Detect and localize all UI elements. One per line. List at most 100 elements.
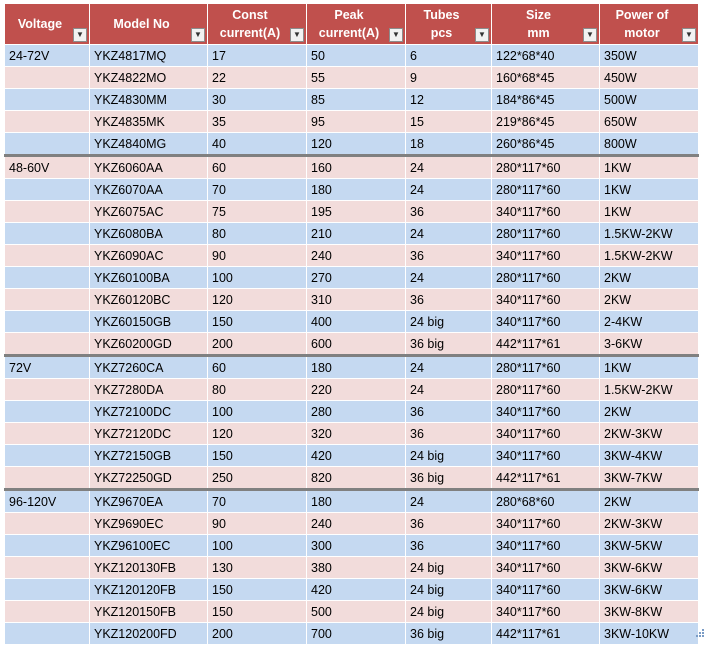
cell-tubes[interactable]: 36	[406, 245, 492, 267]
cell-tubes[interactable]: 36 big	[406, 623, 492, 645]
resize-grip-icon[interactable]	[696, 629, 704, 637]
cell-peak-current[interactable]: 420	[307, 579, 406, 601]
cell-const-current[interactable]: 80	[208, 379, 307, 401]
cell-model-no[interactable]: YKZ120200FD	[90, 623, 208, 645]
cell-const-current[interactable]: 100	[208, 401, 307, 423]
cell-const-current[interactable]: 40	[208, 133, 307, 156]
cell-tubes[interactable]: 12	[406, 89, 492, 111]
cell-model-no[interactable]: YKZ120130FB	[90, 557, 208, 579]
cell-model-no[interactable]: YKZ7260CA	[90, 356, 208, 379]
cell-model-no[interactable]: YKZ60150GB	[90, 311, 208, 333]
cell-const-current[interactable]: 120	[208, 423, 307, 445]
cell-model-no[interactable]: YKZ7280DA	[90, 379, 208, 401]
cell-const-current[interactable]: 130	[208, 557, 307, 579]
cell-tubes[interactable]: 24 big	[406, 445, 492, 467]
cell-voltage[interactable]	[5, 601, 90, 623]
cell-power[interactable]: 1KW	[600, 179, 699, 201]
filter-dropdown-icon[interactable]: ▼	[290, 28, 304, 42]
cell-power[interactable]: 2KW-3KW	[600, 423, 699, 445]
cell-voltage[interactable]: 48-60V	[5, 156, 90, 179]
cell-tubes[interactable]: 15	[406, 111, 492, 133]
cell-size[interactable]: 260*86*45	[492, 133, 600, 156]
cell-model-no[interactable]: YKZ4835MK	[90, 111, 208, 133]
cell-model-no[interactable]: YKZ72250GD	[90, 467, 208, 490]
cell-model-no[interactable]: YKZ120120FB	[90, 579, 208, 601]
cell-power[interactable]: 650W	[600, 111, 699, 133]
cell-const-current[interactable]: 250	[208, 467, 307, 490]
cell-tubes[interactable]: 36	[406, 201, 492, 223]
cell-const-current[interactable]: 22	[208, 67, 307, 89]
cell-power[interactable]: 3KW-6KW	[600, 557, 699, 579]
cell-power[interactable]: 2-4KW	[600, 311, 699, 333]
cell-peak-current[interactable]: 820	[307, 467, 406, 490]
cell-size[interactable]: 280*68*60	[492, 490, 600, 513]
cell-size[interactable]: 280*117*60	[492, 267, 600, 289]
cell-power[interactable]: 3-6KW	[600, 333, 699, 356]
cell-power[interactable]: 350W	[600, 45, 699, 67]
filter-dropdown-icon[interactable]: ▼	[682, 28, 696, 42]
cell-model-no[interactable]: YKZ120150FB	[90, 601, 208, 623]
cell-power[interactable]: 3KW-10KW	[600, 623, 699, 645]
cell-const-current[interactable]: 17	[208, 45, 307, 67]
cell-tubes[interactable]: 36	[406, 535, 492, 557]
cell-size[interactable]: 280*117*60	[492, 379, 600, 401]
cell-voltage[interactable]	[5, 289, 90, 311]
cell-peak-current[interactable]: 270	[307, 267, 406, 289]
cell-model-no[interactable]: YKZ4817MQ	[90, 45, 208, 67]
cell-voltage[interactable]	[5, 133, 90, 156]
cell-const-current[interactable]: 35	[208, 111, 307, 133]
cell-peak-current[interactable]: 240	[307, 245, 406, 267]
cell-model-no[interactable]: YKZ60120BC	[90, 289, 208, 311]
cell-tubes[interactable]: 36	[406, 423, 492, 445]
cell-tubes[interactable]: 24 big	[406, 557, 492, 579]
cell-power[interactable]: 3KW-5KW	[600, 535, 699, 557]
cell-model-no[interactable]: YKZ60100BA	[90, 267, 208, 289]
cell-peak-current[interactable]: 120	[307, 133, 406, 156]
cell-peak-current[interactable]: 160	[307, 156, 406, 179]
cell-model-no[interactable]: YKZ6070AA	[90, 179, 208, 201]
cell-tubes[interactable]: 24	[406, 179, 492, 201]
cell-model-no[interactable]: YKZ6080BA	[90, 223, 208, 245]
cell-tubes[interactable]: 24	[406, 223, 492, 245]
cell-power[interactable]: 1.5KW-2KW	[600, 223, 699, 245]
cell-voltage[interactable]	[5, 311, 90, 333]
cell-voltage[interactable]	[5, 201, 90, 223]
cell-size[interactable]: 160*68*45	[492, 67, 600, 89]
cell-power[interactable]: 3KW-7KW	[600, 467, 699, 490]
cell-model-no[interactable]: YKZ72150GB	[90, 445, 208, 467]
cell-peak-current[interactable]: 85	[307, 89, 406, 111]
cell-size[interactable]: 442*117*61	[492, 623, 600, 645]
cell-tubes[interactable]: 24	[406, 490, 492, 513]
cell-const-current[interactable]: 70	[208, 490, 307, 513]
cell-tubes[interactable]: 6	[406, 45, 492, 67]
cell-power[interactable]: 1KW	[600, 356, 699, 379]
cell-model-no[interactable]: YKZ4822MO	[90, 67, 208, 89]
cell-model-no[interactable]: YKZ72120DC	[90, 423, 208, 445]
cell-tubes[interactable]: 36 big	[406, 333, 492, 356]
cell-tubes[interactable]: 24	[406, 356, 492, 379]
cell-voltage[interactable]	[5, 423, 90, 445]
cell-voltage[interactable]	[5, 245, 90, 267]
cell-power[interactable]: 1KW	[600, 201, 699, 223]
filter-dropdown-icon[interactable]: ▼	[475, 28, 489, 42]
cell-power[interactable]: 1KW	[600, 156, 699, 179]
cell-const-current[interactable]: 200	[208, 333, 307, 356]
cell-tubes[interactable]: 36	[406, 401, 492, 423]
cell-size[interactable]: 340*117*60	[492, 423, 600, 445]
cell-power[interactable]: 500W	[600, 89, 699, 111]
cell-peak-current[interactable]: 380	[307, 557, 406, 579]
cell-model-no[interactable]: YKZ9670EA	[90, 490, 208, 513]
cell-size[interactable]: 280*117*60	[492, 223, 600, 245]
cell-tubes[interactable]: 24 big	[406, 601, 492, 623]
cell-voltage[interactable]	[5, 513, 90, 535]
cell-size[interactable]: 219*86*45	[492, 111, 600, 133]
cell-peak-current[interactable]: 420	[307, 445, 406, 467]
cell-power[interactable]: 2KW	[600, 490, 699, 513]
cell-peak-current[interactable]: 500	[307, 601, 406, 623]
cell-voltage[interactable]	[5, 379, 90, 401]
cell-size[interactable]: 340*117*60	[492, 401, 600, 423]
cell-const-current[interactable]: 120	[208, 289, 307, 311]
cell-size[interactable]: 340*117*60	[492, 445, 600, 467]
cell-model-no[interactable]: YKZ96100EC	[90, 535, 208, 557]
cell-const-current[interactable]: 150	[208, 601, 307, 623]
